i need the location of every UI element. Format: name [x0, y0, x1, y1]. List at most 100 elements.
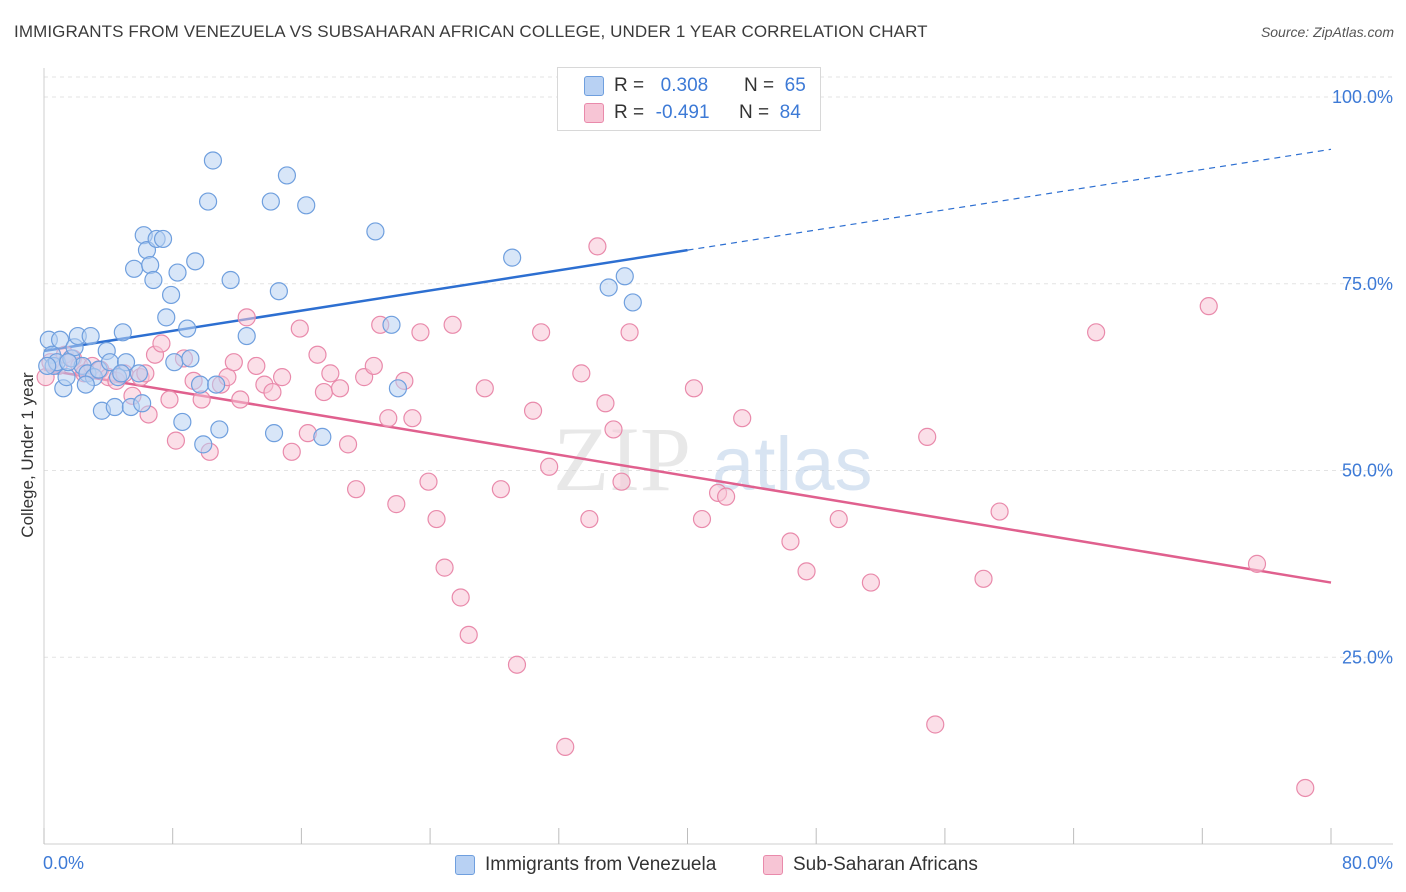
subsaharan-point [152, 334, 171, 353]
correlation-legend: R = 0.308 N = 65 R = -0.491 N = 84 [557, 67, 821, 131]
subsaharan-point [321, 364, 340, 383]
subsaharan-point [491, 480, 510, 499]
venezuela-point [153, 229, 173, 249]
legend-text-2: R = -0.491 N = 84 [614, 101, 801, 125]
venezuela-point [203, 151, 223, 170]
venezuela-point [76, 375, 95, 394]
subsaharan-point [797, 562, 816, 581]
venezuela-point [623, 293, 642, 312]
axis-labels: College, Under 1 year 0.0% 80.0% 25.0% 50… [18, 87, 1393, 873]
subsaharan-point [231, 390, 250, 409]
venezuela-point [59, 353, 78, 372]
subsaharan-point [781, 532, 800, 551]
venezuela-point [38, 356, 57, 376]
venezuela-point [186, 252, 205, 271]
legend-swatch-blue [455, 855, 475, 875]
venezuela-point [190, 375, 210, 394]
venezuela-point [113, 323, 132, 342]
y-axis-label: College, Under 1 year [18, 372, 37, 538]
venezuela-point [178, 319, 197, 338]
venezuela-point [57, 368, 76, 387]
venezuela-point [261, 192, 280, 211]
subsaharan-point [604, 420, 623, 439]
subsaharan-point [684, 379, 704, 398]
subsaharan-point [314, 382, 334, 402]
venezuela-point [161, 285, 181, 305]
subsaharan-point [160, 390, 179, 409]
source-credit: Source: ZipAtlas.com [1260, 24, 1394, 40]
venezuela-point [81, 326, 100, 346]
venezuela-point [277, 166, 297, 185]
subsaharan-point [532, 323, 551, 342]
subsaharan-point [733, 409, 752, 428]
subsaharan-point [451, 588, 470, 607]
watermark: ZIP atlas [553, 408, 873, 510]
venezuela-point [194, 435, 213, 454]
venezuela-point [50, 330, 70, 349]
venezuela-point [168, 263, 187, 282]
subsaharan-point [282, 442, 301, 461]
subsaharan-point [290, 319, 309, 338]
subsaharan-point [692, 509, 712, 529]
y-tick-label-25: 25.0% [1342, 647, 1393, 667]
axes [43, 68, 1393, 845]
legend-label-venezuela: Immigrants from Venezuela [485, 854, 717, 875]
y-tick-label-100: 100.0% [1332, 87, 1393, 107]
venezuela-point [207, 375, 226, 394]
venezuela-point [210, 420, 229, 439]
subsaharan-point [1087, 323, 1106, 342]
subsaharan-point [588, 237, 607, 256]
venezuela-point [503, 248, 522, 267]
venezuela-point [133, 394, 152, 413]
y-tick-label-75: 75.0% [1342, 274, 1393, 294]
venezuela-point [141, 255, 160, 275]
r-label: R = [614, 102, 645, 123]
legend-swatch-pink [584, 103, 604, 123]
subsaharan-point [829, 509, 848, 529]
venezuela-point [313, 427, 332, 446]
venezuela-point [221, 270, 240, 290]
venezuela-trend-extension [687, 148, 1332, 251]
subsaharan-point [580, 509, 599, 529]
subsaharan-point [459, 625, 478, 644]
series-legend: Immigrants from Venezuela Sub-Saharan Af… [0, 851, 1406, 879]
subsaharan-point [237, 308, 256, 327]
venezuela-point [124, 259, 144, 278]
venezuela-point [615, 267, 634, 286]
subsaharan-point [1247, 554, 1267, 573]
subsaharan-point [443, 315, 462, 334]
subsaharan-point [263, 382, 282, 402]
subsaharan-point [427, 509, 446, 529]
subsaharan-point [926, 715, 945, 734]
subsaharan-point [974, 569, 993, 588]
venezuela-point [297, 196, 316, 215]
subsaharan-point [475, 379, 494, 398]
subsaharan-point [192, 390, 211, 409]
subsaharan-point [272, 368, 292, 387]
subsaharan-point [556, 737, 575, 756]
venezuela-point [366, 222, 385, 241]
venezuela-point [237, 326, 256, 346]
grid-lines [44, 76, 1393, 658]
subsaharan-point [612, 472, 631, 491]
chart-title: IMMIGRANTS FROM VENEZUELA VS SUBSAHARAN … [14, 22, 928, 41]
venezuela-point [388, 379, 408, 398]
subsaharan-point [338, 435, 358, 454]
subsaharan-point [403, 409, 422, 428]
venezuela-point [198, 192, 218, 211]
venezuela-point [181, 349, 200, 368]
n-value: 84 [779, 102, 801, 123]
subsaharan-point [346, 480, 366, 499]
subsaharan-point [364, 356, 383, 376]
legend-swatch-pink [763, 855, 783, 875]
venezuela-point [173, 412, 192, 432]
subsaharan-point [411, 323, 430, 342]
subsaharan-point [330, 379, 350, 398]
subsaharan-point [1199, 297, 1218, 316]
subsaharan-point [419, 472, 438, 491]
subsaharan-point [224, 353, 243, 372]
legend-text-1: R = 0.308 N = 65 [614, 74, 806, 98]
subsaharan-point [435, 558, 454, 577]
subsaharan-point [861, 573, 880, 592]
